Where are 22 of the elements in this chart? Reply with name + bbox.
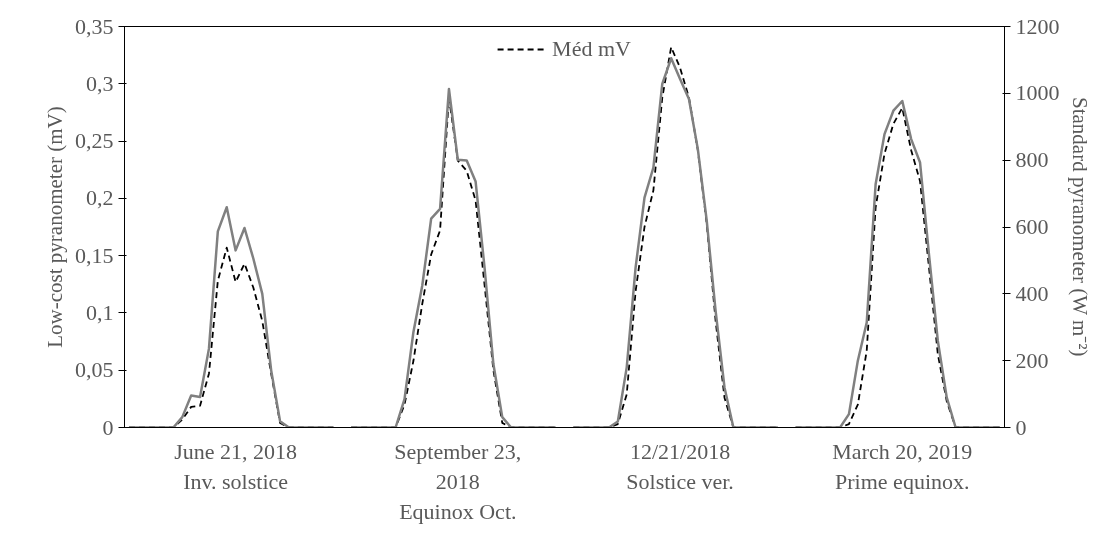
y2-tick-label: 400	[1015, 280, 1049, 306]
y-tick-label: 0,2	[86, 185, 114, 211]
y2-tick-label: 1000	[1015, 80, 1060, 106]
x-tick-label: March 20, 2019 Prime equinox.	[832, 438, 973, 494]
y-axis-title: Low-cost pyranometer (mV)	[43, 106, 67, 348]
y-tick-label: 0,3	[86, 70, 114, 96]
x-tick-label: September 23, 2018 Equinox Oct.	[394, 438, 522, 524]
y2-tick-label: 0	[1015, 414, 1027, 440]
y-tick-label: 0,05	[75, 357, 114, 383]
y2-tick-label: 1200	[1015, 13, 1060, 39]
x-tick-label: 12/21/2018 Solstice ver.	[626, 438, 734, 494]
y-tick-label: 0,25	[75, 128, 114, 154]
y2-tick-label: 600	[1015, 214, 1049, 239]
y-tick-label: 0,35	[75, 13, 114, 39]
y-tick-label: 0	[102, 414, 114, 440]
y2-tick-label: 800	[1015, 147, 1049, 173]
legend-label: Méd mV	[552, 36, 631, 62]
y2-axis-title: Standard pyranometer (W m⁻²)	[1067, 97, 1092, 357]
x-tick-label: June 21, 2018 Inv. solstice	[174, 438, 298, 494]
y-tick-label: 0,15	[75, 242, 114, 268]
y-tick-label: 0,1	[86, 299, 114, 325]
y2-tick-label: 200	[1015, 347, 1049, 373]
